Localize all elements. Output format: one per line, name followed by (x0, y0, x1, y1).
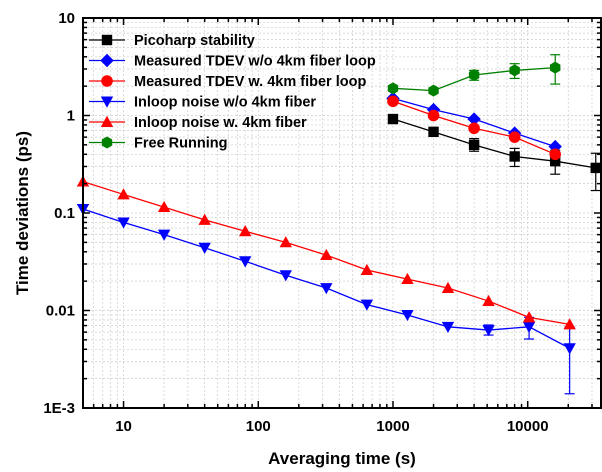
data-point (563, 343, 576, 355)
data-point (482, 325, 495, 337)
data-point (441, 321, 455, 334)
legend-marker (100, 96, 114, 108)
x-tick-label: 10 (115, 418, 132, 435)
data-point (427, 109, 440, 122)
data-point (157, 200, 171, 213)
data-point (482, 294, 495, 307)
data-point (198, 242, 211, 254)
x-tick-label: 1000 (376, 418, 409, 435)
data-point (522, 321, 536, 334)
data-point (428, 84, 439, 97)
y-tick-label: 0.1 (54, 205, 75, 222)
data-point (387, 82, 399, 95)
legend-label: Free Running (134, 136, 227, 152)
y-tick-label: 1E-3 (43, 400, 75, 417)
data-point (468, 122, 480, 135)
data-point (550, 155, 561, 167)
series-line (82, 208, 570, 349)
data-point (508, 131, 521, 143)
series-line (392, 118, 596, 169)
legend-marker (100, 115, 114, 127)
data-point (550, 61, 561, 74)
data-point (548, 139, 562, 154)
data-point (563, 318, 576, 330)
data-point (509, 64, 520, 77)
data-point (401, 310, 414, 322)
y-tick-label: 1 (67, 108, 75, 125)
legend-marker (101, 75, 113, 87)
grid-lines (82, 17, 601, 409)
data-point (387, 95, 399, 108)
data-point (117, 217, 130, 229)
data-point (468, 139, 480, 151)
axis-ticks: 10 100 1000 10000 1E-3 0.01 0.1 1 10 (43, 10, 601, 435)
y-axis-title: Time deviations (ps) (13, 131, 32, 295)
data-point (157, 229, 171, 241)
legend: Picoharp stability Measured TDEV w/o 4km … (89, 33, 376, 152)
data-point (401, 272, 414, 285)
series-0 (387, 113, 601, 192)
legend-item: Free Running (89, 136, 227, 152)
legend-item: Picoharp stability (89, 33, 255, 49)
x-tick-label: 10000 (507, 418, 549, 435)
data-point (522, 311, 536, 323)
data-point (509, 151, 520, 162)
data-point (360, 299, 374, 311)
data-point (198, 213, 211, 225)
legend-label: Measured TDEV w. 4km fiber loop (134, 74, 366, 90)
data-point (387, 113, 399, 125)
data-point (360, 263, 374, 276)
x-axis-title: Averaging time (s) (268, 449, 416, 468)
legend-label: Inloop noise w/o 4km fiber (134, 95, 316, 111)
data-point (441, 281, 455, 293)
data-point (590, 162, 601, 174)
x-tick-label: 100 (246, 418, 271, 435)
legend-marker (101, 136, 113, 149)
data-point (549, 148, 562, 161)
legend-item: Measured TDEV w/o 4km fiber loop (89, 54, 376, 70)
data-point (279, 236, 292, 248)
legend-item: Inloop noise w/o 4km fiber (89, 95, 316, 111)
data-point (467, 112, 481, 126)
data-point (468, 69, 480, 82)
series-layer (76, 54, 601, 395)
data-point (428, 126, 439, 138)
series-2 (387, 95, 562, 161)
legend-marker (100, 53, 114, 68)
legend-item: Inloop noise w. 4km fiber (89, 115, 307, 131)
data-point (279, 270, 292, 282)
data-point (239, 225, 252, 237)
legend-label: Measured TDEV w/o 4km fiber loop (134, 54, 376, 70)
legend-label: Inloop noise w. 4km fiber (134, 115, 307, 131)
data-point (117, 188, 130, 200)
series-3 (76, 204, 576, 395)
legend-label: Picoharp stability (134, 33, 255, 49)
legend-item: Measured TDEV w. 4km fiber loop (89, 74, 366, 90)
data-point (320, 283, 333, 295)
data-point (320, 248, 333, 261)
series-5 (387, 54, 561, 97)
series-4 (76, 175, 576, 330)
data-point (239, 256, 252, 268)
legend-marker (101, 34, 113, 46)
y-tick-label: 0.01 (46, 303, 75, 320)
y-tick-label: 10 (58, 10, 75, 27)
